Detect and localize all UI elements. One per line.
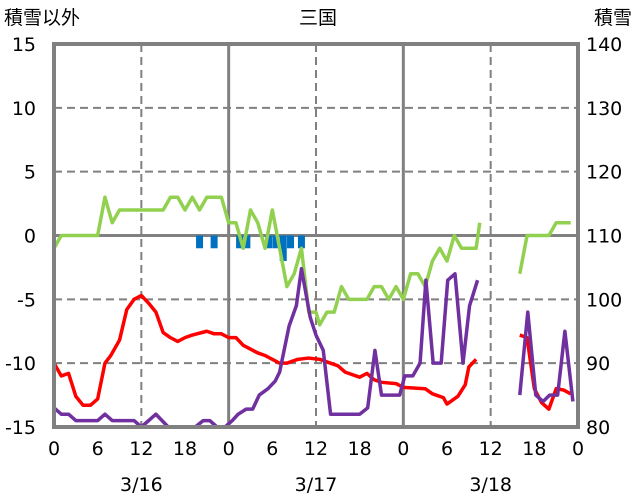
x-tick-label: 0 (223, 438, 235, 460)
x-tick-label: 18 (522, 438, 546, 460)
purple-line (52, 266, 480, 429)
x-tick-label: 12 (304, 438, 328, 460)
date-label: 3/17 (295, 474, 338, 496)
blue-bar (210, 235, 218, 249)
x-tick-label: 12 (479, 438, 503, 460)
left-tick-label: 5 (24, 162, 36, 184)
right-axis-title: 積雪 (594, 7, 632, 29)
x-tick-label: 6 (92, 438, 104, 460)
x-tick-label: 0 (572, 438, 584, 460)
left-tick-label: -5 (17, 289, 36, 311)
green-line (52, 195, 482, 327)
blue-bar (196, 235, 204, 249)
x-tick-label: 0 (48, 438, 60, 460)
blue-bar (243, 235, 251, 249)
right-tick-label: 100 (586, 289, 622, 311)
date-label: 3/16 (120, 474, 163, 496)
chart-title: 三国 (299, 7, 337, 29)
purple-line (518, 310, 575, 404)
left-axis-title: 積雪以外 (4, 7, 80, 29)
x-tick-label: 18 (173, 438, 197, 460)
right-tick-label: 110 (586, 226, 622, 248)
green-line (518, 220, 571, 275)
x-tick-label: 12 (129, 438, 153, 460)
right-tick-label: 140 (586, 34, 622, 56)
left-tick-label: 10 (12, 98, 36, 120)
date-label: 3/18 (469, 474, 512, 496)
left-tick-label: -15 (5, 417, 36, 439)
x-tick-label: 18 (348, 438, 372, 460)
blue-bar (265, 235, 273, 249)
blue-bar (279, 235, 287, 262)
grid (54, 44, 578, 427)
red-line (519, 333, 572, 411)
right-tick-label: 80 (586, 417, 610, 439)
blue-bar (287, 235, 295, 249)
series-lines (52, 195, 575, 429)
x-tick-label: 6 (441, 438, 453, 460)
left-tick-label: 15 (12, 34, 36, 56)
x-tick-label: 6 (266, 438, 278, 460)
right-tick-label: 130 (586, 98, 622, 120)
blue-bar (272, 235, 280, 249)
blue-bar (297, 235, 305, 249)
left-tick-label: -10 (5, 353, 36, 375)
right-tick-label: 90 (586, 353, 610, 375)
blue-bars (196, 235, 305, 262)
left-tick-label: 0 (24, 226, 36, 248)
plot-frame (52, 42, 580, 429)
right-tick-label: 120 (586, 162, 622, 184)
x-tick-label: 0 (397, 438, 409, 460)
